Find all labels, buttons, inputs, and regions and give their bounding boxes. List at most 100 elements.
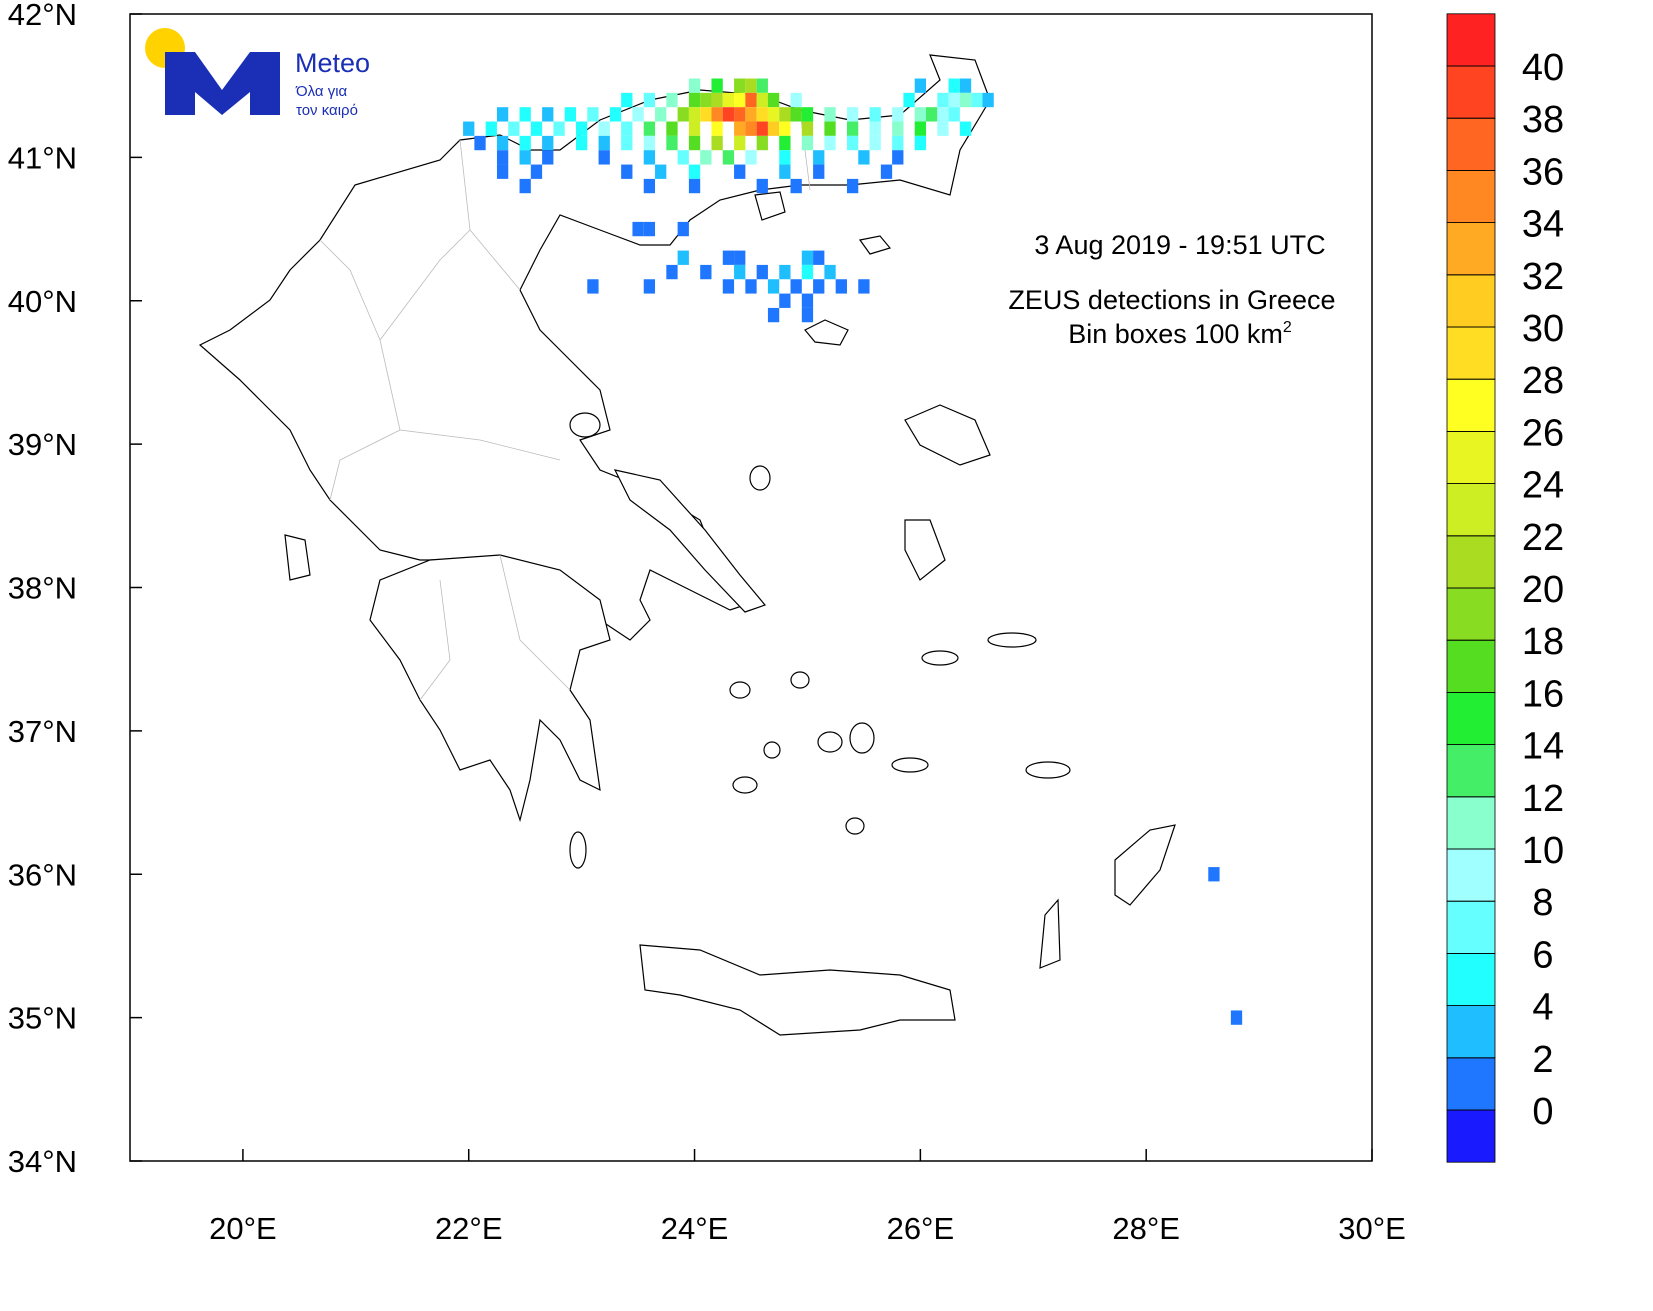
detection-bin <box>745 107 757 122</box>
detection-bin <box>1208 867 1220 882</box>
detection-bin <box>971 92 983 108</box>
colorbar-label: 40 <box>1522 47 1564 89</box>
detection-bin <box>700 264 712 280</box>
colorbar-box <box>1446 535 1496 589</box>
logo-slogan: τον καιρό <box>296 102 358 119</box>
colorbar-box <box>1446 169 1496 223</box>
detection-bin <box>779 135 791 151</box>
y-tick-label: 40°N <box>8 284 77 319</box>
colorbar-label: 4 <box>1532 987 1553 1029</box>
island <box>790 671 810 689</box>
y-tick-label: 38°N <box>8 571 77 606</box>
island <box>569 831 587 869</box>
colorbar-label: 18 <box>1522 621 1564 663</box>
lesvos <box>904 404 991 466</box>
detection-bin <box>745 150 757 165</box>
detection-bin <box>621 121 633 136</box>
island <box>849 722 875 754</box>
detection-bin <box>756 107 768 122</box>
detection-bin <box>779 150 791 165</box>
thasos <box>754 191 786 221</box>
detection-bin <box>801 264 814 280</box>
chios <box>904 519 946 581</box>
detection-bin <box>892 121 904 136</box>
colorbar-box <box>1446 378 1496 432</box>
detection-bin <box>779 264 791 280</box>
detection-bin <box>700 107 712 122</box>
colorbar-box <box>1446 117 1496 171</box>
detection-bin <box>767 307 780 323</box>
detection-bin <box>519 150 531 165</box>
detection-bin <box>677 150 689 165</box>
detection-bin <box>734 92 746 108</box>
detection-bin <box>463 121 475 136</box>
detection-bin <box>813 250 825 265</box>
detection-bin <box>824 121 836 136</box>
detection-bin <box>598 135 610 151</box>
detection-bin <box>779 164 791 179</box>
logo-mark <box>165 52 280 115</box>
colorbar-label: 30 <box>1522 308 1564 350</box>
coastlines <box>198 54 1176 1036</box>
detection-bin <box>982 92 994 108</box>
detection-bin <box>722 92 735 108</box>
detection-bin <box>711 78 723 93</box>
x-tick-label: 28°E <box>1112 1211 1180 1246</box>
detection-bin <box>756 178 768 194</box>
detection-bin <box>869 107 881 122</box>
detection-bin <box>542 107 554 122</box>
detection-bin <box>937 92 949 108</box>
y-tick-label: 37°N <box>8 714 77 749</box>
logo: Meteo Όλα για τον καιρό <box>145 28 370 119</box>
detection-bin <box>711 121 723 136</box>
colorbar-box <box>1446 1005 1496 1059</box>
detection-bin <box>485 121 497 136</box>
colorbar-box <box>1446 430 1496 484</box>
detection-bin <box>734 135 746 151</box>
x-tick-label: 20°E <box>209 1211 277 1246</box>
colorbar-label: 20 <box>1522 569 1564 611</box>
detection-bin <box>711 92 723 108</box>
rhodes <box>1114 824 1176 906</box>
detection-bin <box>734 78 746 93</box>
colorbar-box <box>1446 274 1496 328</box>
detection-bin <box>767 107 780 122</box>
evia <box>613 469 767 613</box>
detection-bin <box>779 107 791 122</box>
detection-bin <box>564 107 576 122</box>
chart-title: ZEUS detections in Greece <box>1008 285 1335 315</box>
detection-bin <box>869 135 881 151</box>
detection-bin <box>655 164 667 179</box>
detection-bin <box>643 92 656 108</box>
colorbar-label: 34 <box>1522 204 1564 246</box>
detection-bin <box>756 121 768 136</box>
colorbar-box <box>1446 222 1496 276</box>
detection-bin <box>688 164 701 179</box>
island <box>987 632 1037 648</box>
detection-bin <box>756 92 768 108</box>
detection-bin <box>598 121 610 136</box>
detection-bin <box>767 121 780 136</box>
detection-bin <box>734 107 746 122</box>
detection-bin <box>519 178 531 194</box>
colorbar-label: 6 <box>1532 934 1553 976</box>
detection-bin <box>530 121 543 136</box>
detection-bin <box>937 121 949 136</box>
x-tick-label: 24°E <box>661 1211 729 1246</box>
colorbar-label: 16 <box>1522 673 1564 715</box>
detection-bin <box>835 279 847 294</box>
detection-bin <box>666 92 678 108</box>
detection-bin <box>756 135 768 151</box>
detection-bin <box>587 279 599 294</box>
y-tick-label: 34°N <box>8 1144 77 1179</box>
detection-bin <box>519 107 531 122</box>
detection-bin <box>643 150 656 165</box>
colorbar-label: 8 <box>1532 882 1553 924</box>
detection-bin <box>734 264 746 280</box>
detection-bin <box>734 121 746 136</box>
colorbar-box <box>1446 796 1496 850</box>
colorbar-label: 12 <box>1522 778 1564 820</box>
colorbar-label: 38 <box>1522 99 1564 141</box>
